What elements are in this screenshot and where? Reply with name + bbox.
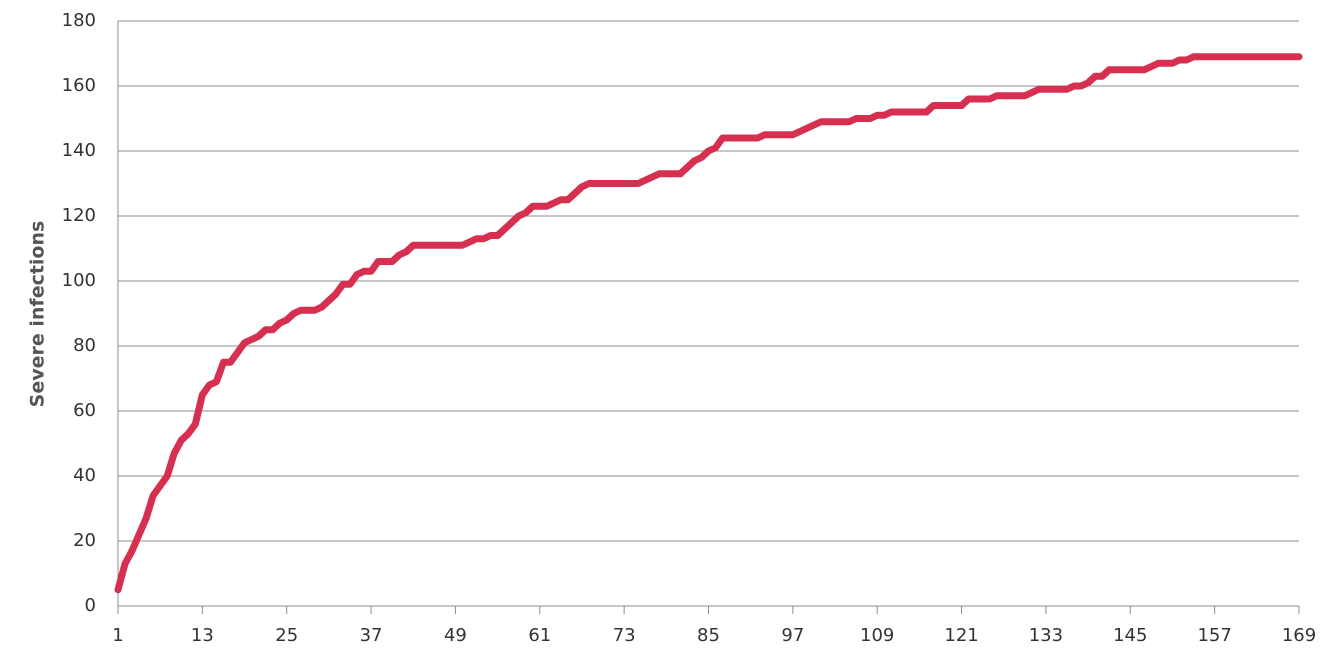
x-tick-label: 157 [1197, 625, 1231, 646]
x-tick-label: 85 [697, 625, 720, 646]
y-tick-label: 20 [73, 530, 96, 551]
x-tick-label: 37 [360, 625, 383, 646]
y-tick-label: 100 [62, 270, 96, 291]
y-tick-label: 160 [62, 75, 96, 96]
y-tick-label: 140 [62, 140, 96, 161]
y-tick-label: 180 [62, 10, 96, 31]
x-tick-label: 13 [191, 625, 214, 646]
x-tick-label: 61 [528, 625, 551, 646]
x-tick-label: 49 [444, 625, 467, 646]
y-tick-label: 80 [73, 335, 96, 356]
x-tick-label: 109 [860, 625, 894, 646]
y-axis-label: Severe infections [27, 221, 49, 408]
x-tick-label: 121 [944, 625, 978, 646]
x-tick-label: 169 [1282, 625, 1316, 646]
y-tick-label: 60 [73, 400, 96, 421]
x-tick-label: 25 [275, 625, 298, 646]
x-tick-label: 133 [1029, 625, 1063, 646]
x-tick-label: 1 [112, 625, 123, 646]
x-tick-label: 145 [1113, 625, 1147, 646]
y-tick-label: 40 [73, 465, 96, 486]
y-tick-label: 120 [62, 205, 96, 226]
x-tick-label: 97 [781, 625, 804, 646]
x-tick-label: 73 [613, 625, 636, 646]
data-line [114, 53, 1303, 594]
y-tick-label: 0 [85, 595, 96, 616]
